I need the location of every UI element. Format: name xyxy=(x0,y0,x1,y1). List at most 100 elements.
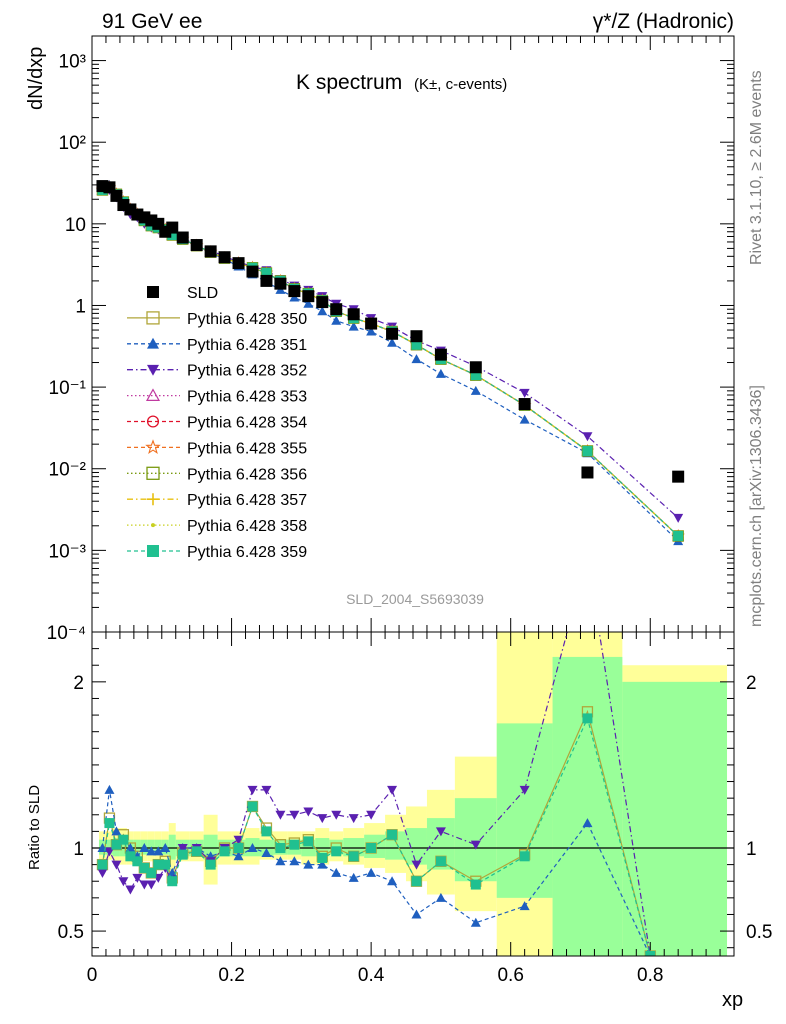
ytick-label: 10⁻¹ xyxy=(49,378,87,399)
data-point xyxy=(317,306,328,316)
data-point xyxy=(470,840,481,850)
data-point xyxy=(261,847,272,857)
ratio-ytick-label-right: 0.5 xyxy=(746,922,772,943)
data-point xyxy=(348,321,359,331)
data-point xyxy=(331,867,342,877)
data-point xyxy=(435,892,446,902)
data-point xyxy=(104,818,115,829)
series-line xyxy=(102,186,679,537)
data-point xyxy=(302,290,315,303)
data-point xyxy=(435,827,446,837)
band-green xyxy=(496,723,553,898)
data-point xyxy=(125,851,136,862)
data-point xyxy=(232,257,245,270)
data-point xyxy=(146,846,157,856)
data-point xyxy=(160,859,171,870)
ytick-label: 10⁻² xyxy=(49,460,87,481)
series-line xyxy=(102,186,679,537)
data-point xyxy=(303,859,314,869)
data-point xyxy=(582,445,593,456)
data-point xyxy=(303,298,314,308)
ratio-ytick-label-right: 1 xyxy=(746,839,757,860)
data-point xyxy=(366,843,377,853)
legend-label: Pythia 6.428 351 xyxy=(187,337,307,354)
data-point xyxy=(317,814,328,824)
ytick-label: 10⁻⁴ xyxy=(47,623,86,644)
data-point xyxy=(366,867,377,877)
main-ticks: 10⁻⁴ 10⁻³ 10⁻² 10⁻¹ 1 10 10² 10³ xyxy=(47,35,734,644)
watermark: SLD_2004_S5693039 xyxy=(346,591,484,607)
data-point xyxy=(247,801,258,812)
data-point xyxy=(365,317,378,330)
series-line xyxy=(102,186,679,537)
data-point xyxy=(147,337,159,349)
data-point xyxy=(317,852,328,863)
band-green xyxy=(119,838,127,857)
legend-label: Pythia 6.428 355 xyxy=(187,440,307,457)
main-series xyxy=(95,179,685,546)
data-point xyxy=(145,388,161,401)
data-point xyxy=(147,493,159,506)
ratio-ytick-label: 1 xyxy=(73,839,84,860)
data-point xyxy=(469,361,482,374)
data-point xyxy=(316,296,329,309)
data-point xyxy=(411,354,422,364)
data-point xyxy=(386,327,399,340)
data-point xyxy=(366,326,377,336)
xtick-label: 0.2 xyxy=(218,965,244,986)
data-point xyxy=(191,846,202,857)
data-point xyxy=(275,843,286,853)
data-point xyxy=(153,859,164,870)
data-point xyxy=(348,851,359,862)
legend-label: Pythia 6.428 359 xyxy=(187,544,307,561)
ytick-label: 10² xyxy=(59,133,86,154)
ytick-label: 10³ xyxy=(59,52,86,73)
data-point xyxy=(97,859,108,870)
data-point xyxy=(146,466,160,480)
data-point xyxy=(519,901,530,911)
header-right-label: γ*/Z (Hadronic) xyxy=(593,10,734,33)
xtick-label: 0 xyxy=(87,965,98,986)
data-point xyxy=(233,851,244,861)
data-point xyxy=(470,879,481,890)
data-point xyxy=(435,856,446,867)
data-point xyxy=(387,337,398,347)
data-point xyxy=(97,868,108,878)
data-point xyxy=(348,872,359,882)
data-point xyxy=(411,860,422,870)
ratio-series-pythia-6-428-359 xyxy=(97,713,656,956)
legend-entry: Pythia 6.428 357 xyxy=(127,492,307,509)
ratio-series-pythia-6-428-352 xyxy=(97,632,656,956)
data-point xyxy=(411,339,422,350)
data-point xyxy=(434,348,447,361)
legend-label: Pythia 6.428 354 xyxy=(187,415,307,432)
mcplots-label: mcplots.cern.ch [arXiv:1306.3436] xyxy=(748,385,765,627)
band-green xyxy=(105,839,113,855)
data-point xyxy=(260,274,273,287)
series-line xyxy=(102,188,679,519)
data-point xyxy=(205,859,216,870)
data-point xyxy=(331,846,342,857)
data-point xyxy=(275,856,286,866)
data-point xyxy=(518,398,531,411)
data-point xyxy=(582,713,593,724)
data-point xyxy=(118,877,129,887)
data-point xyxy=(274,277,287,290)
data-point xyxy=(387,785,398,795)
band-green xyxy=(406,828,427,865)
legend-label: Pythia 6.428 356 xyxy=(187,466,307,483)
data-point xyxy=(303,807,314,817)
ratio-ytick-label: 2 xyxy=(73,673,84,694)
data-point xyxy=(470,917,481,927)
data-point xyxy=(581,466,594,479)
data-point xyxy=(246,265,259,278)
legend-entry: Pythia 6.428 355 xyxy=(127,439,307,457)
data-point xyxy=(673,513,684,523)
data-point xyxy=(348,814,359,824)
ytick-label: 1 xyxy=(75,296,86,317)
data-point xyxy=(132,856,143,867)
data-point xyxy=(146,867,157,878)
data-point xyxy=(111,839,122,850)
legend-label: Pythia 6.428 358 xyxy=(187,518,307,535)
legend-label: Pythia 6.428 357 xyxy=(187,492,307,509)
